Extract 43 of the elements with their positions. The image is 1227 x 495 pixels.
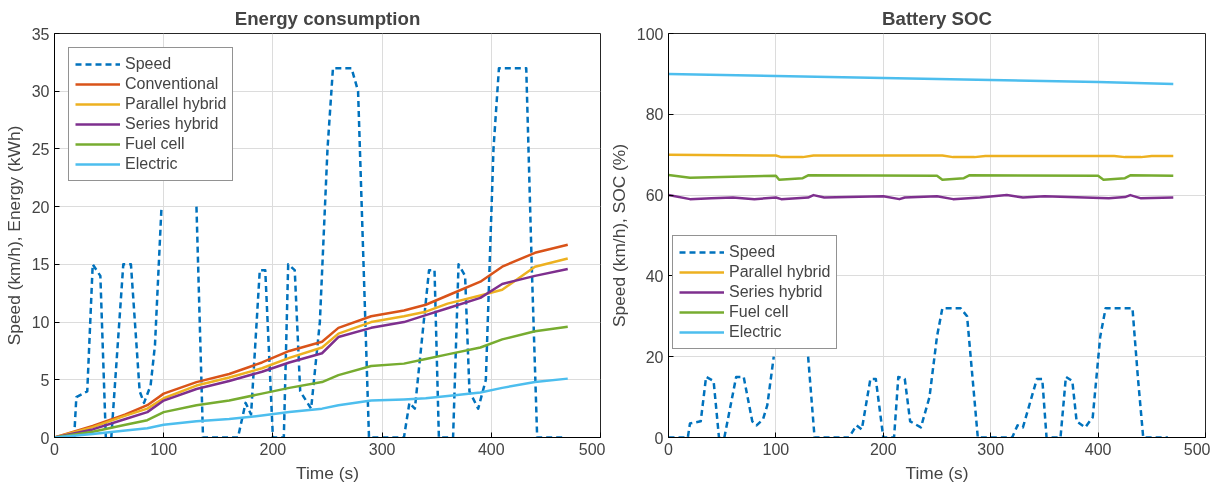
y-tick-label: 5 — [40, 371, 50, 389]
legend-label: Speed — [729, 243, 776, 261]
x-axis-title: Time (s) — [905, 462, 969, 483]
y-tick-label: 25 — [31, 140, 50, 158]
legend-label: Series hybrid — [729, 283, 823, 301]
y-tick-label: 20 — [645, 348, 664, 366]
x-axis-title: Time (s) — [296, 462, 359, 483]
line-series — [668, 72, 1175, 86]
legend-label: Speed — [125, 55, 172, 73]
legend-label: Electric — [729, 323, 782, 341]
y-tick-label: 0 — [654, 429, 664, 447]
chart-title: Battery SOC — [882, 7, 992, 29]
line-series — [54, 377, 569, 438]
y-tick-label: 0 — [40, 429, 50, 447]
x-tick-label: 500 — [1183, 440, 1211, 458]
legend-label: Parallel hybrid — [125, 95, 227, 113]
x-tick-label: 100 — [150, 440, 178, 458]
legend-label: Series hybrid — [125, 115, 219, 133]
x-tick-label: 300 — [977, 440, 1005, 458]
x-tick-label: 400 — [1084, 440, 1112, 458]
y-tick-label: 15 — [31, 256, 50, 274]
y-tick-label: 20 — [31, 198, 50, 216]
y-tick-label: 100 — [636, 25, 664, 43]
x-tick-label: 400 — [477, 440, 505, 458]
y-tick-label: 60 — [645, 187, 664, 205]
legend-label: Electric — [125, 155, 178, 173]
x-tick-label: 200 — [259, 440, 287, 458]
y-axis-title: Speed (km/h), Energy (kWh) — [3, 125, 24, 346]
y-tick-label: 80 — [645, 106, 664, 124]
y-tick-label: 30 — [31, 83, 50, 101]
y-tick-label: 10 — [31, 314, 50, 332]
x-tick-label: 200 — [869, 440, 897, 458]
x-tick-label: 300 — [368, 440, 396, 458]
legend-label: Fuel cell — [729, 303, 789, 321]
legend-label: Fuel cell — [125, 135, 185, 153]
x-tick-label: 100 — [762, 440, 790, 458]
legend-label: Parallel hybrid — [729, 263, 831, 281]
legend-label: Conventional — [125, 75, 219, 93]
chart-title: Energy consumption — [234, 7, 421, 29]
y-axis-title: Speed (km/h), SOC (%) — [608, 144, 629, 327]
x-tick-label: 500 — [578, 440, 606, 458]
y-tick-label: 35 — [31, 25, 50, 43]
y-tick-label: 40 — [645, 267, 664, 285]
